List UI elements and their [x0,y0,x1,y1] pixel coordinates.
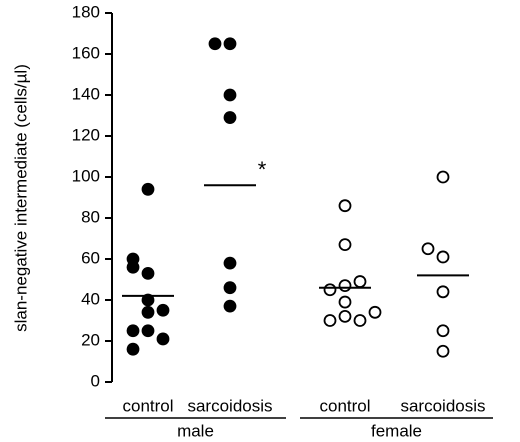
y-tick-label: 80 [81,207,100,226]
data-point [338,279,352,293]
data-point [223,111,237,124]
data-point [436,324,450,338]
y-tick-label: 20 [81,330,100,349]
y-tick-label: 100 [72,166,100,185]
data-point [126,324,140,338]
y-axis-label: slan-negative intermediate (cells/µl) [11,64,30,332]
y-tick-label: 180 [72,2,100,21]
data-point [353,314,367,327]
data-point [338,199,352,213]
data-point [223,256,237,270]
data-point [126,342,140,356]
data-point [126,252,140,266]
x-tick-label: control [122,396,173,415]
x-tick-label: sarcoidosis [400,396,485,415]
data-point [141,182,155,196]
data-point [223,88,237,102]
data-point [223,281,237,295]
data-point [436,285,450,299]
data-point [223,299,237,313]
data-point [338,309,352,323]
y-tick-label: 40 [81,289,100,308]
x-tick-label: sarcoidosis [187,396,272,415]
group-label: male [177,421,214,440]
data-point [141,324,155,338]
data-point [323,314,337,327]
group-label: female [371,421,422,440]
data-point [338,238,352,252]
data-point [338,295,352,309]
x-tick-label: control [319,396,370,415]
y-tick-label: 160 [72,43,100,62]
data-point [223,37,237,51]
data-point [436,344,450,358]
y-tick-label: 0 [91,371,100,390]
data-point [368,305,382,319]
data-point [436,170,450,184]
data-point [353,275,367,288]
y-tick-label: 120 [72,125,100,144]
y-tick-label: 140 [72,84,100,103]
data-point [141,293,155,307]
data-point [323,283,337,297]
data-point [156,303,170,317]
annotation: * [258,157,267,182]
data-point [436,250,450,264]
data-point [141,305,155,319]
data-point [156,332,170,346]
data-point [208,37,222,51]
y-tick-label: 60 [81,248,100,267]
data-point [141,266,155,280]
data-point [421,242,435,256]
